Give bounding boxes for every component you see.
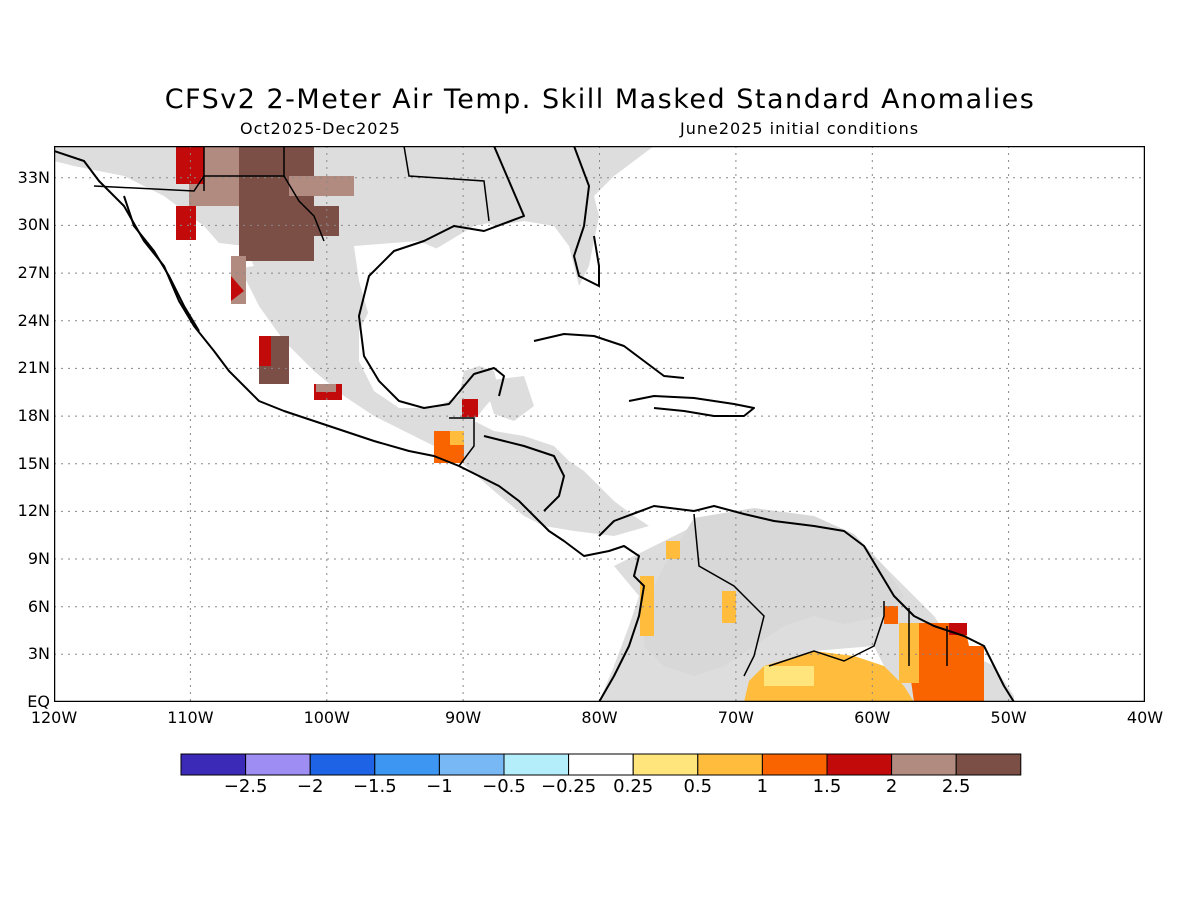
colorbar <box>180 753 1022 781</box>
colorbar-swatch <box>245 753 311 776</box>
colorbar-label: −2 <box>296 776 324 797</box>
colorbar-swatch <box>632 753 699 776</box>
colorbar-label: −0.5 <box>482 776 526 797</box>
colorbar-label: −1.5 <box>352 776 397 797</box>
initial-conditions: June2025 initial conditions <box>680 119 920 138</box>
forecast-period: Oct2025-Dec2025 <box>240 119 401 138</box>
anomaly-map <box>54 146 1145 702</box>
colorbar-label: −0.25 <box>541 776 597 797</box>
longitude-tick-label: 50W <box>990 708 1027 727</box>
colorbar-label: 1.5 <box>812 776 842 797</box>
longitude-tick-label: 120W <box>30 708 78 727</box>
longitude-tick-label: 80W <box>581 708 618 727</box>
colorbar-label: −2.5 <box>223 776 268 797</box>
graticule <box>54 146 1145 702</box>
colorbar-swatch <box>891 753 957 776</box>
chart-title: CFSv2 2-Meter Air Temp. Skill Masked Sta… <box>164 84 1036 115</box>
longitude-tick-label: 100W <box>303 708 350 727</box>
colorbar-label: 0.25 <box>613 776 654 797</box>
longitude-tick-label: 40W <box>1126 708 1164 727</box>
latitude-tick-label: EQ <box>27 692 50 711</box>
colorbar-label: 1 <box>756 776 769 797</box>
masked-land-regions <box>54 146 1014 702</box>
colorbar-swatch <box>761 753 828 776</box>
latitude-tick-label: 33N <box>17 167 50 187</box>
colorbar-swatch <box>697 753 763 776</box>
colorbar-swatch <box>955 753 1022 776</box>
latitude-tick-label: 27N <box>17 263 50 283</box>
colorbar-label: −1 <box>426 776 453 797</box>
longitude-tick-label: 90W <box>445 708 482 727</box>
latitude-tick-label: 15N <box>17 453 50 473</box>
colorbar-swatch <box>826 753 893 776</box>
colorbar-label: 2.5 <box>941 776 971 797</box>
colorbar-swatch <box>309 753 376 776</box>
colorbar-swatch <box>180 753 247 776</box>
colorbar-swatch <box>374 753 440 776</box>
latitude-tick-label: 6N <box>27 596 50 616</box>
colorbar-label: 2 <box>885 776 898 797</box>
colorbar-swatch <box>568 753 634 776</box>
longitude-tick-label: 70W <box>717 708 754 727</box>
latitude-tick-label: 30N <box>17 215 50 235</box>
longitude-tick-label: 60W <box>854 708 891 727</box>
colorbar-swatch <box>438 753 505 776</box>
latitude-tick-label: 21N <box>17 358 50 378</box>
coastlines <box>54 146 1015 702</box>
latitude-tick-label: 9N <box>27 549 50 569</box>
latitude-tick-label: 3N <box>27 644 50 664</box>
longitude-tick-label: 110W <box>167 708 214 727</box>
latitude-tick-label: 24N <box>17 310 50 330</box>
colorbar-swatch <box>503 753 570 776</box>
latitude-tick-label: 18N <box>17 406 50 426</box>
borders <box>93 146 948 677</box>
latitude-tick-label: 12N <box>17 501 50 521</box>
colorbar-label: 0.5 <box>683 776 713 797</box>
anomaly-shading <box>176 146 984 702</box>
